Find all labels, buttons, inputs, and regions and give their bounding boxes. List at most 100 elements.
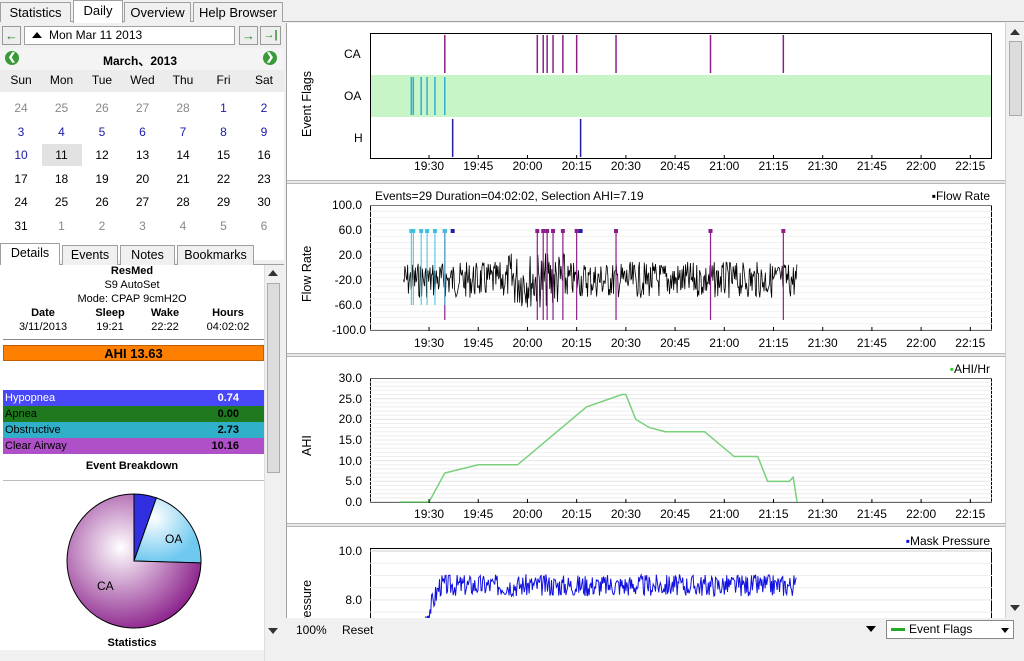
calendar-day[interactable]: 15 xyxy=(216,148,231,162)
value-sleep: 19:21 xyxy=(96,321,124,333)
flow-trace xyxy=(403,253,798,308)
scroll-down-icon[interactable] xyxy=(1010,605,1020,611)
calendar-day[interactable]: 16 xyxy=(257,148,271,162)
calendar-day[interactable]: 8 xyxy=(220,124,227,139)
calendar-day[interactable]: 22 xyxy=(216,171,231,186)
calendar-day[interactable]: 25 xyxy=(54,101,69,115)
calendar-day[interactable]: 1 xyxy=(220,101,227,115)
legend-icon: ▪ xyxy=(905,534,910,548)
panel-separator[interactable] xyxy=(287,523,1005,527)
collapse-arrow-icon[interactable] xyxy=(866,626,876,632)
x-tick-label: 19:45 xyxy=(463,507,494,521)
calendar-day[interactable]: 21 xyxy=(176,171,190,186)
calendar-day[interactable]: 9 xyxy=(260,124,268,139)
header-wake: Wake xyxy=(150,307,180,319)
calendar-day[interactable]: 20 xyxy=(135,171,150,186)
calendar-day[interactable]: 28 xyxy=(176,195,190,209)
tab-overview[interactable]: Overview xyxy=(124,2,191,22)
calendar-day[interactable]: 2 xyxy=(98,218,106,233)
legend-icon: ▪ xyxy=(931,189,936,203)
tab-notes[interactable]: Notes xyxy=(120,245,175,265)
event-flags-panel: Event Flags CA OA H 19:30 19:45 20:00 20:15… xyxy=(287,23,1005,179)
calendar-day[interactable]: 11 xyxy=(41,144,82,166)
event-name: Apnea xyxy=(5,408,37,420)
flow-event-cap xyxy=(450,229,455,233)
scroll-thumb[interactable] xyxy=(1009,41,1022,116)
calendar-day[interactable]: 4 xyxy=(179,218,187,233)
x-tick-label: 20:15 xyxy=(561,336,592,350)
next-month-icon[interactable]: ❯ xyxy=(263,51,277,65)
calendar-day[interactable]: 5 xyxy=(220,218,227,233)
calendar-day[interactable]: 28 xyxy=(176,101,190,115)
scroll-down-icon[interactable] xyxy=(268,628,278,634)
calendar-day[interactable]: 1 xyxy=(58,218,65,233)
ahi-ylabel: AHI xyxy=(300,435,314,456)
flow-event-cap xyxy=(578,229,583,233)
event-flags-chart[interactable] xyxy=(370,33,992,159)
calendar-day[interactable]: 10 xyxy=(14,148,28,162)
calendar-day[interactable]: 31 xyxy=(14,218,28,233)
event-value: 0.00 xyxy=(217,408,239,420)
tab-bookmarks[interactable]: Bookmarks xyxy=(177,245,254,265)
tab-events[interactable]: Events xyxy=(62,245,118,265)
calendar-day[interactable]: 4 xyxy=(58,124,65,139)
calendar-day[interactable]: 26 xyxy=(95,101,109,115)
calendar-day[interactable]: 25 xyxy=(54,195,69,209)
tab-help-browser[interactable]: Help Browser xyxy=(193,2,283,22)
calendar-day[interactable]: 5 xyxy=(98,124,106,139)
chevron-down-icon[interactable] xyxy=(1001,628,1009,633)
details-scrollbar[interactable] xyxy=(264,265,281,661)
scroll-up-icon[interactable] xyxy=(1010,29,1020,35)
calendar-day[interactable]: 6 xyxy=(139,124,146,139)
ahi-chart[interactable] xyxy=(370,378,992,503)
calendar-day[interactable]: 24 xyxy=(14,101,28,115)
flow-event-cap xyxy=(419,229,424,233)
x-tick-label: 21:00 xyxy=(709,159,740,173)
back-arrow-icon[interactable]: ← xyxy=(2,26,21,45)
x-tick-label: 21:45 xyxy=(856,159,887,173)
calendar-toggle-icon[interactable] xyxy=(32,32,42,38)
calendar-day[interactable]: 19 xyxy=(95,171,109,186)
calendar-day[interactable]: 17 xyxy=(14,171,28,186)
tab-details[interactable]: Details xyxy=(0,243,60,266)
reset-button[interactable]: Reset xyxy=(342,623,374,637)
calendar-day[interactable]: 27 xyxy=(135,101,150,115)
calendar-day[interactable]: 18 xyxy=(54,171,69,186)
calendar-day[interactable]: 29 xyxy=(216,195,231,209)
calendar-day[interactable]: 3 xyxy=(17,124,25,139)
event-name: Hypopnea xyxy=(5,392,56,404)
x-tick-label: 21:15 xyxy=(758,507,789,521)
scroll-thumb[interactable] xyxy=(267,283,280,473)
calendar-day[interactable]: 14 xyxy=(176,148,190,162)
pressure-chart[interactable] xyxy=(370,548,992,618)
weekday-mon: Mon xyxy=(49,73,74,87)
forward-arrow-icon[interactable]: → xyxy=(239,26,258,45)
date-picker[interactable]: Mon Mar 11 2013 xyxy=(24,26,235,45)
panel-separator[interactable] xyxy=(287,353,1005,357)
calendar-day[interactable]: 2 xyxy=(260,101,268,115)
calendar-day[interactable]: 30 xyxy=(257,195,271,209)
calendar-day[interactable]: 23 xyxy=(257,171,271,186)
panel-separator[interactable] xyxy=(287,180,1005,184)
flow-legend-label: Flow Rate xyxy=(935,189,990,203)
event-name: Clear Airway xyxy=(5,440,67,452)
calendar-day[interactable]: 3 xyxy=(139,218,146,233)
calendar-day[interactable]: 24 xyxy=(14,195,28,209)
flow-event-cap xyxy=(442,229,447,233)
calendar-day[interactable]: 26 xyxy=(95,195,109,209)
calendar-day[interactable]: 6 xyxy=(260,218,268,233)
tab-daily[interactable]: Daily xyxy=(73,0,123,23)
tab-statistics[interactable]: Statistics xyxy=(0,2,71,22)
charts-scrollbar[interactable] xyxy=(1005,23,1024,618)
calendar-day[interactable]: 27 xyxy=(135,195,150,209)
flow-rate-chart[interactable] xyxy=(370,205,992,331)
prev-month-icon[interactable]: ❮ xyxy=(5,51,19,65)
graph-selector-dropdown[interactable]: Event Flags xyxy=(886,620,1014,639)
last-day-icon[interactable]: →| xyxy=(260,26,281,45)
calendar-day[interactable]: 13 xyxy=(135,148,150,162)
calendar-day[interactable]: 7 xyxy=(179,124,187,139)
y-tick-label: 30.0 xyxy=(338,371,362,385)
value-hours: 04:02:02 xyxy=(206,321,250,333)
calendar-day[interactable]: 12 xyxy=(95,148,109,162)
scroll-up-icon[interactable] xyxy=(268,270,278,276)
